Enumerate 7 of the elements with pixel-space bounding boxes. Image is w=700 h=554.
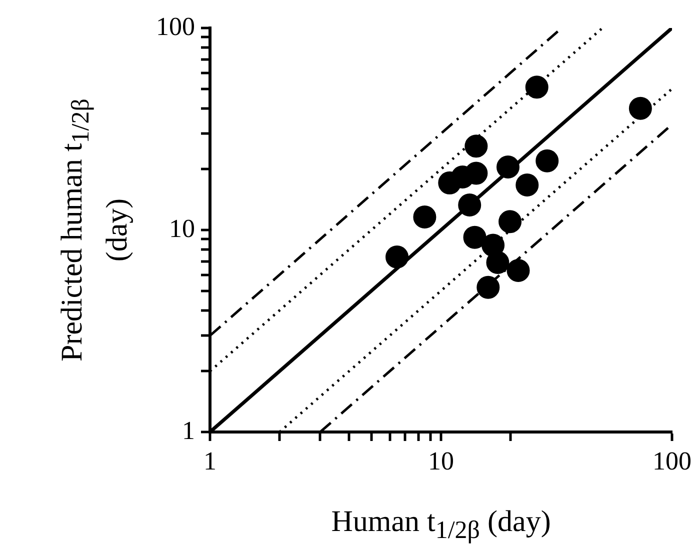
x-tick-label: 1 [204,446,216,476]
x-tick-label: 100 [652,446,692,476]
x-axis-title: Human t$_{1/2β}$ (day) [330,505,552,545]
y-tick-label: 10 [169,214,195,243]
x-tick-label: 10 [428,446,454,476]
y-tick-label: 100 [156,12,195,41]
y-tick-label: 1 [182,416,195,445]
